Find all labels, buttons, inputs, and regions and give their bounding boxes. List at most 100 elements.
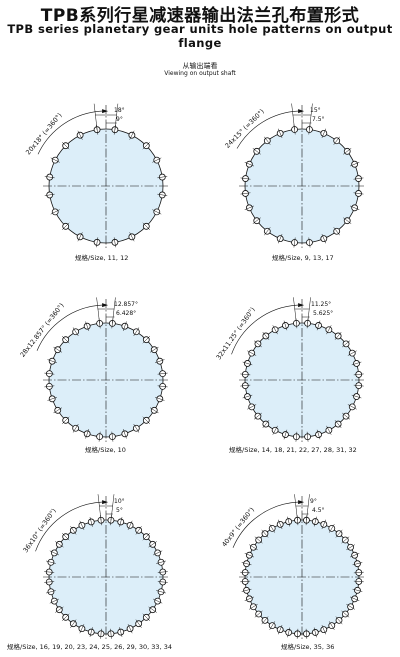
pattern-32-hole-axis bbox=[240, 384, 251, 387]
pattern-40-hole-axis bbox=[305, 628, 308, 639]
pattern-24-pitch-label: 24x15° (=360°) bbox=[224, 108, 266, 150]
pattern-40-hole-axis bbox=[341, 536, 350, 544]
pattern-24-hole-axis bbox=[240, 192, 251, 195]
pattern-24-hole-axis bbox=[252, 148, 261, 155]
pattern-28-pitch-arrowhead bbox=[102, 303, 109, 308]
pattern-24-hole-axis bbox=[343, 217, 352, 224]
pattern-40-angle1-label: 9° bbox=[310, 498, 317, 505]
pattern-36-hole-axis bbox=[61, 613, 70, 622]
pattern-40-hole-axis bbox=[261, 529, 269, 538]
pattern-20-hole-axis bbox=[152, 209, 162, 215]
pattern-40-hole-axis bbox=[254, 536, 263, 544]
pattern-28-angle-leader bbox=[96, 297, 100, 324]
page-title-cn: TPB系列行星减速器输出法兰孔布置形式 bbox=[40, 6, 360, 26]
pattern-28-hole-axis bbox=[154, 396, 165, 401]
pattern-36-hole-axis bbox=[46, 560, 56, 564]
pattern-40-hole-axis bbox=[353, 571, 364, 574]
pattern-28-hole-axis bbox=[47, 359, 58, 364]
pattern-24-hole-axis bbox=[252, 217, 261, 224]
pattern-28-angle-leader bbox=[112, 297, 116, 324]
pattern-40-hole-axis bbox=[240, 571, 251, 574]
pattern-32-hole-axis bbox=[240, 373, 251, 376]
pattern-32-hole-axis bbox=[247, 404, 257, 410]
pattern-24-hole-axis bbox=[349, 205, 360, 210]
pattern-32-hole-axis bbox=[351, 394, 362, 399]
pattern-36-hole-axis bbox=[44, 571, 55, 573]
pattern-40-hole-axis bbox=[349, 596, 360, 601]
pattern-32-hole-axis bbox=[316, 429, 321, 440]
pattern-40-hole-axis bbox=[269, 621, 276, 630]
pattern-28-hole-axis bbox=[133, 423, 140, 433]
pattern-40-pitch-label: 40x9° (=360°) bbox=[220, 506, 256, 549]
pattern-36-angle2-label: 5° bbox=[116, 507, 123, 514]
pattern-36-hole-axis bbox=[55, 606, 64, 613]
pattern-36-hole-axis bbox=[79, 520, 85, 530]
pattern-28-hole-axis bbox=[122, 321, 127, 332]
pattern-40-hole-axis bbox=[313, 516, 317, 527]
pattern-20-pitch-dimension-arc bbox=[37, 110, 103, 155]
pattern-32-hole-axis bbox=[242, 361, 253, 366]
pattern-20-hole-axis bbox=[96, 237, 99, 248]
pattern-40-angle-leader bbox=[306, 494, 310, 521]
pattern-32-hole-axis bbox=[326, 425, 332, 435]
pattern-40-hole-axis bbox=[296, 628, 299, 639]
pattern-32-hole-axis bbox=[253, 340, 262, 348]
pattern-24-hole-axis bbox=[278, 128, 283, 139]
pattern-32-hole-axis bbox=[326, 325, 332, 335]
pattern-28-hole-axis bbox=[61, 335, 70, 344]
pattern-20-pitch-label: 20x18° (=360°) bbox=[24, 111, 63, 156]
pattern-40-hole-axis bbox=[241, 588, 252, 592]
pattern-24-hole-axis bbox=[264, 227, 271, 236]
pattern-20-hole-axis bbox=[44, 176, 55, 179]
pattern-36-hole-axis bbox=[148, 541, 157, 548]
pattern-24-hole-axis bbox=[308, 237, 311, 248]
pattern-20-hole-axis bbox=[113, 237, 116, 248]
pattern-24-hole-axis bbox=[240, 177, 251, 180]
pattern-20-pitch-arrowhead bbox=[102, 109, 109, 114]
pattern-40-hole-axis bbox=[287, 627, 291, 638]
pattern-28-hole-axis bbox=[72, 423, 79, 433]
pattern-24-pitch-arrowhead bbox=[298, 109, 305, 114]
pattern-36-pitch-arrowhead bbox=[102, 500, 109, 505]
pattern-24-angle1-label: 15° bbox=[310, 107, 321, 114]
view-direction-label-en: Viewing on output shaft bbox=[164, 70, 236, 77]
pattern-36-pitch-dimension-arc bbox=[35, 501, 103, 552]
pattern-24-pitch-dimension-arc bbox=[236, 110, 299, 149]
pattern-28-hole-axis bbox=[149, 346, 159, 353]
pattern-24-hole-axis bbox=[349, 162, 360, 167]
pattern-32-pitch-dimension-arc bbox=[231, 304, 299, 355]
pattern-20-hole-axis bbox=[61, 222, 70, 231]
pattern-36-hole-axis bbox=[49, 598, 59, 604]
pattern-28-hole-axis bbox=[98, 431, 101, 442]
pattern-24-hole-axis bbox=[264, 136, 271, 145]
pattern-32-pitch-arrowhead bbox=[298, 303, 305, 308]
pattern-36-hole-axis bbox=[148, 606, 157, 613]
caption-pattern-36: 规格/Size, 16, 19, 20, 23, 24, 25, 26, 29,… bbox=[7, 643, 172, 651]
pattern-36-hole-axis bbox=[142, 613, 151, 622]
pattern-36-hole-axis bbox=[135, 619, 142, 628]
pattern-32-angle2-label: 5.625° bbox=[313, 310, 333, 317]
pattern-36-hole-axis bbox=[49, 550, 59, 556]
pattern-28-hole-axis bbox=[44, 372, 55, 375]
pattern-40-hole-axis bbox=[346, 544, 355, 551]
pattern-28-hole-axis bbox=[47, 396, 58, 401]
pattern-40-hole-axis bbox=[278, 519, 283, 530]
pattern-32-hole-axis bbox=[347, 404, 357, 410]
pattern-28-pitch-dimension-arc bbox=[36, 304, 103, 351]
pattern-20-hole-axis bbox=[152, 157, 162, 163]
pattern-20-hole-axis bbox=[61, 141, 70, 150]
pattern-40-hole-axis bbox=[335, 529, 343, 538]
pattern-28-hole-axis bbox=[53, 346, 63, 353]
pattern-40-pitch-arrowhead bbox=[298, 500, 305, 505]
pattern-24-hole-axis bbox=[353, 192, 364, 195]
pattern-20-hole-axis bbox=[50, 209, 60, 215]
caption-pattern-32: 规格/Size, 14, 18, 21, 22, 27, 28, 31, 32 bbox=[229, 446, 357, 454]
pattern-32-hole-axis bbox=[353, 384, 364, 387]
pattern-36-hole-axis bbox=[157, 581, 168, 583]
pattern-40-hole-axis bbox=[244, 553, 255, 558]
pattern-32-hole-axis bbox=[253, 412, 262, 420]
pattern-40-hole-axis bbox=[321, 519, 326, 530]
pattern-20-angle-leader bbox=[93, 103, 98, 130]
pattern-36-hole-axis bbox=[119, 517, 123, 527]
pattern-40-hole-axis bbox=[244, 596, 255, 601]
